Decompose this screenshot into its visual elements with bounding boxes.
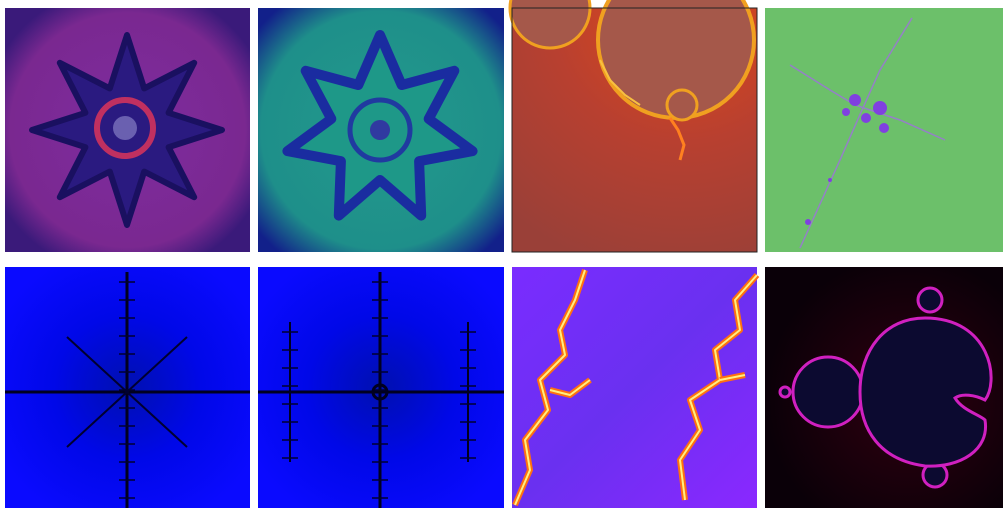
core (370, 120, 390, 140)
ring (347, 97, 413, 163)
mandelbrot (778, 286, 993, 489)
core (371, 383, 389, 401)
core (113, 116, 137, 140)
bulbs (508, 0, 756, 161)
tile-border (511, 7, 758, 253)
ring (94, 97, 156, 159)
blobs (805, 94, 889, 225)
branch (126, 336, 188, 393)
core (514, 269, 586, 506)
branch (66, 391, 128, 448)
core (549, 379, 591, 396)
branch (66, 336, 128, 393)
core (719, 374, 746, 381)
tile-7 (512, 267, 757, 508)
branch (126, 391, 188, 448)
